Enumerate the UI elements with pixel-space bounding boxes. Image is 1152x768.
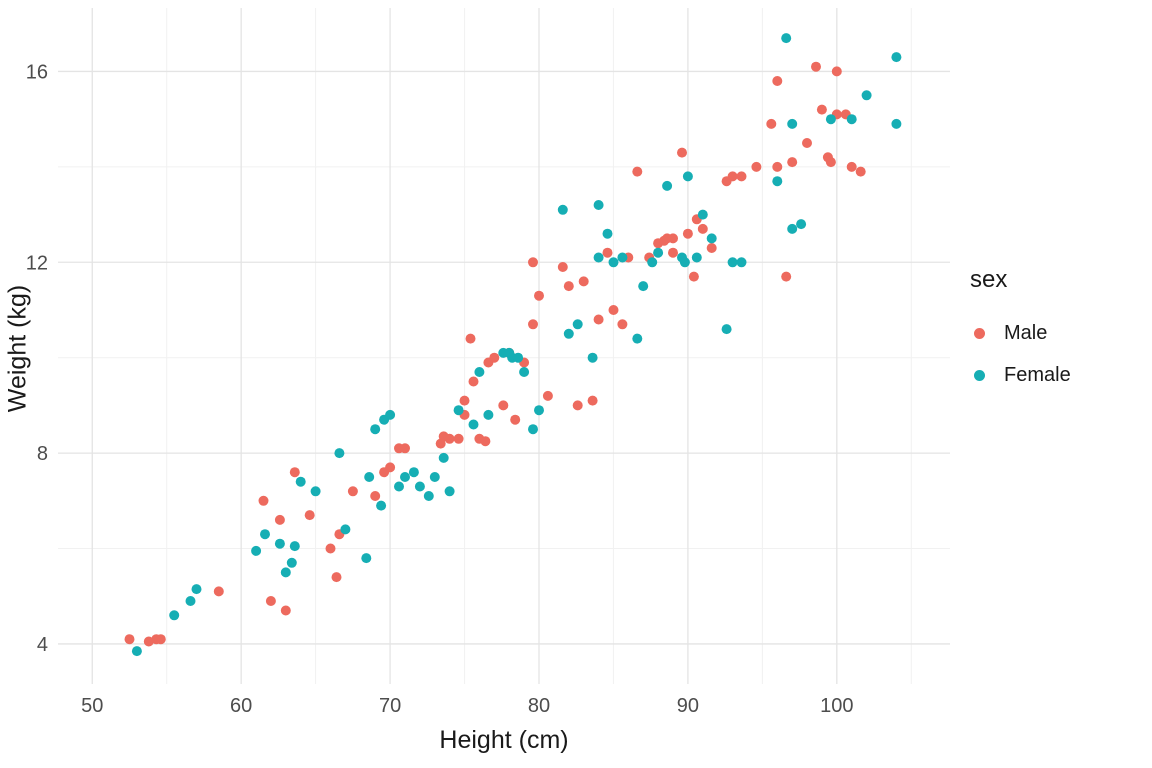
svg-text:12: 12 [26,252,48,274]
legend-item-male: Male [962,312,1071,354]
svg-text:16: 16 [26,61,48,83]
svg-text:50: 50 [81,695,103,717]
legend-label-female: Female [1004,363,1071,386]
legend: sex Male Female [962,266,1071,396]
x-axis-title: Height (cm) [439,726,569,754]
legend-item-female: Female [962,354,1071,396]
svg-text:100: 100 [820,695,853,717]
female-point-icon [973,369,985,381]
legend-label-male: Male [1004,321,1048,344]
female-swatch [962,358,996,392]
male-point-icon [973,327,985,339]
svg-text:60: 60 [230,695,252,717]
svg-text:4: 4 [37,634,48,656]
male-swatch [962,316,996,350]
svg-text:70: 70 [379,695,401,717]
svg-text:8: 8 [37,443,48,465]
y-axis-title: Weight (kg) [3,284,32,413]
legend-title: sex [970,266,1008,293]
svg-text:80: 80 [528,695,550,717]
svg-text:90: 90 [677,695,699,717]
